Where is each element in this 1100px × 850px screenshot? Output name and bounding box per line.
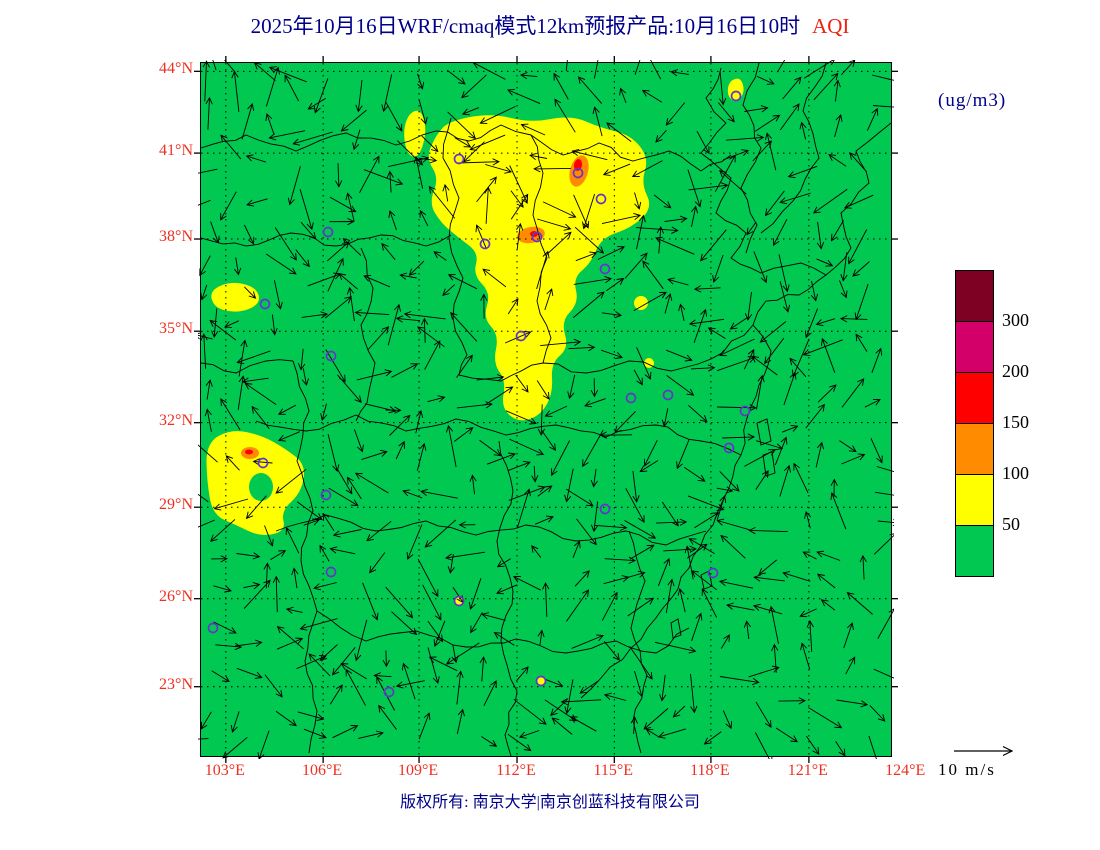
colorbar-tick-label: 300 [1002,310,1029,330]
station-marker [322,226,334,238]
lon-axis-label: 112°E [496,762,536,779]
colorbar [955,270,994,577]
colorbar-tick-label: 100 [1002,463,1029,483]
lat-axis-label: 26°N [159,587,193,605]
lon-axis-label: 109°E [397,762,439,779]
colorbar-segment [956,474,993,525]
lat-axis-label: 29°N [159,496,193,514]
station-marker [599,503,611,515]
lon-axis-label: 124°E [885,762,926,779]
station-marker [595,193,607,205]
station-marker [730,90,742,102]
lat-axis-label: 41°N [159,142,193,160]
station-marker [257,457,269,469]
station-marker [453,153,465,165]
wind-legend-arrow-icon [954,745,1014,757]
lat-axis-label: 44°N [159,60,193,78]
station-marker [207,622,219,634]
station-marker [531,231,543,243]
lon-axis-label: 118°E [690,762,730,779]
lat-axis-label: 38°N [159,228,193,246]
station-marker [535,675,547,687]
station-marker [515,330,527,342]
page-title: 2025年10月16日WRF/cmaq模式12km预报产品:10月16日10时 A… [0,10,1100,40]
aqi-fill-regions [206,78,744,685]
lon-axis-label: 106°E [302,762,343,779]
colorbar-segment [956,321,993,372]
station-marker [479,238,491,250]
province-boundaries [200,62,892,757]
lon-axis-label: 115°E [593,762,634,779]
lon-axis-label: 121°E [787,762,828,779]
station-marker [325,350,337,362]
lat-axis-label: 32°N [159,411,193,429]
station-marker [599,263,611,275]
station-marker [383,686,395,698]
map-panel [194,56,898,763]
station-marker [259,298,271,310]
units-label: (ug/m3) [938,90,1007,111]
wind-legend-label: 10 m/s [938,760,996,779]
station-marker [739,405,751,417]
colorbar-segment [956,271,993,321]
title-variable-tag: AQI [812,14,850,38]
island-outlines [670,418,776,639]
title-text: 2025年10月16日WRF/cmaq模式12km预报产品:10月16日10时 [250,14,801,38]
colorbar-tick-label: 50 [1002,514,1020,534]
lat-axis-label: 23°N [159,675,193,693]
colorbar-segment [956,525,993,576]
wind-legend: 10 m/s [938,740,1048,785]
station-marker [707,567,719,579]
station-marker [320,489,332,501]
station-markers [207,90,751,698]
colorbar-segment [956,372,993,423]
lat-axis-label: 35°N [159,320,193,338]
station-marker [325,566,337,578]
wind-vectors [198,60,894,759]
station-marker [453,595,465,607]
colorbar-segment [956,423,993,474]
map-canvas [194,56,898,763]
station-marker [662,389,674,401]
copyright-footer: 版权所有: 南京大学|南京创蓝科技有限公司 [400,794,700,811]
lon-axis-label: 103°E [204,762,245,779]
grid-lines [201,63,891,756]
axis-ticks [194,56,898,763]
colorbar-tick-label: 150 [1002,412,1029,432]
colorbar-tick-label: 200 [1002,361,1029,381]
station-marker [723,442,735,454]
station-marker [625,392,637,404]
station-marker [572,167,584,179]
